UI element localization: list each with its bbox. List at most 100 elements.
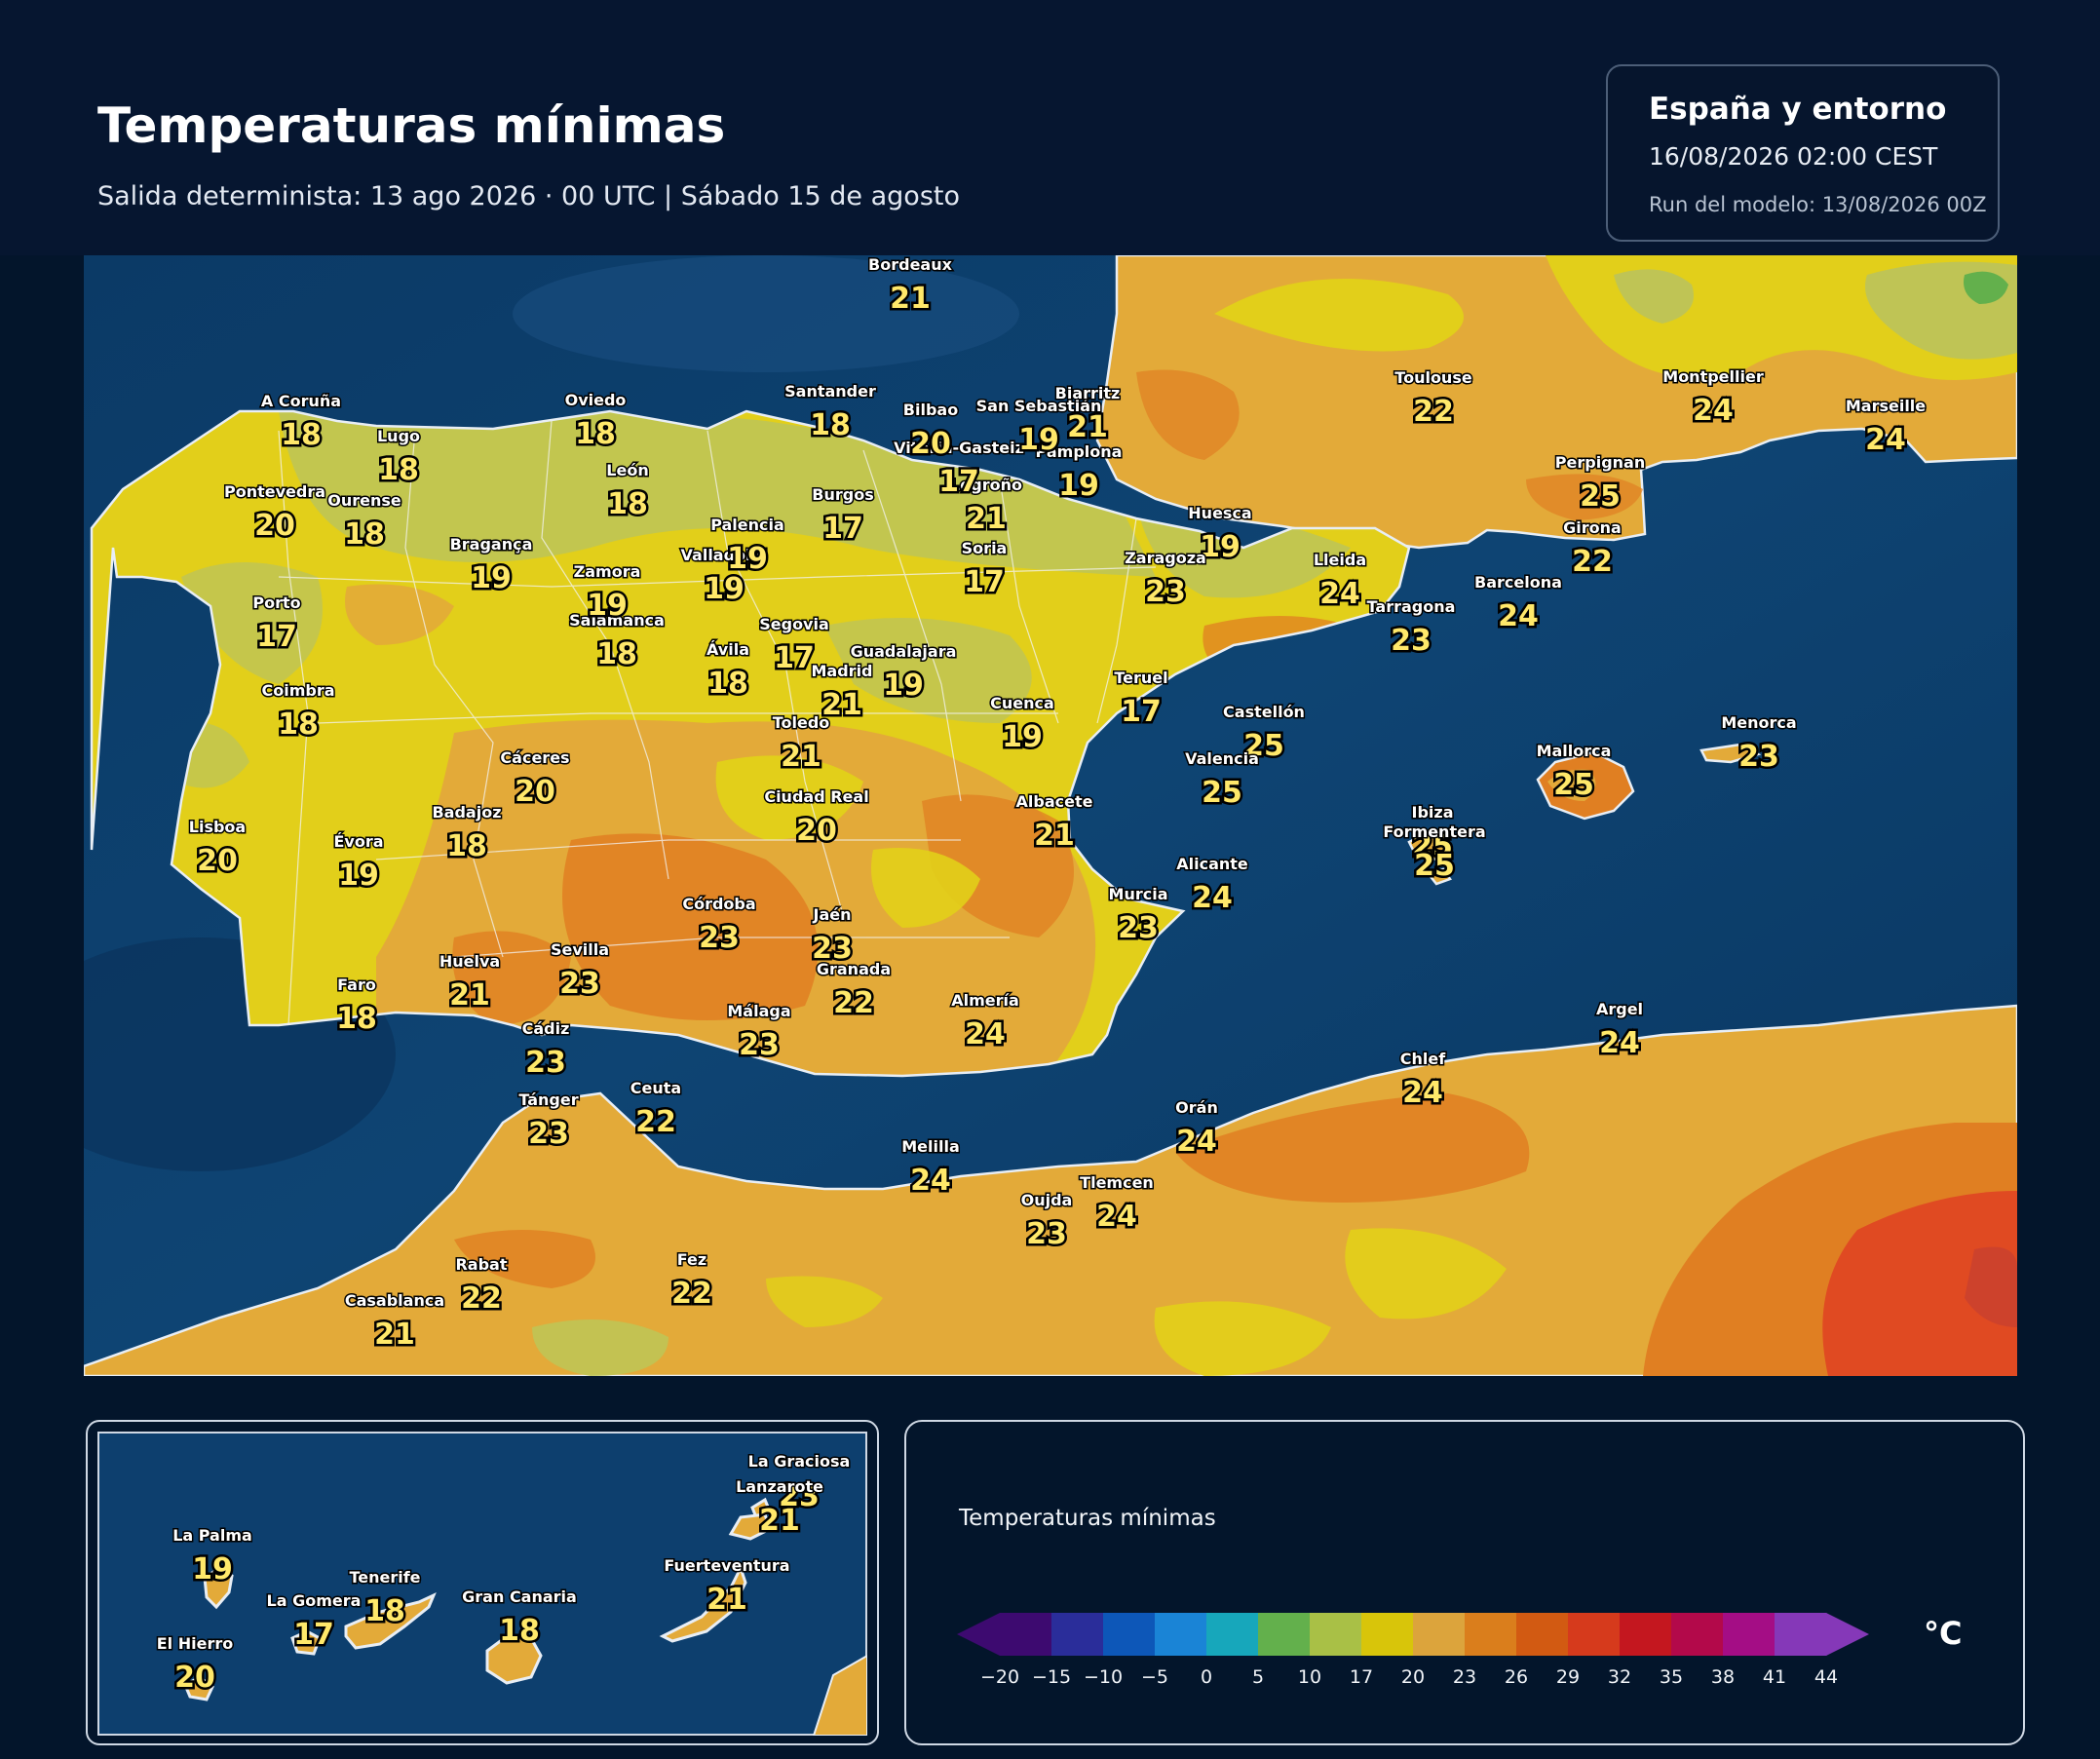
station-name: Cuenca <box>990 694 1054 712</box>
legend-tick-label: 20 <box>1401 1666 1425 1688</box>
station-value: 18 <box>336 1002 377 1036</box>
station-name: Biarritz <box>1055 384 1121 402</box>
station-value: 17 <box>256 620 297 654</box>
canary-islands-inset[interactable]: La Graciosa 23 Lanzarote 21 Fuerteventur… <box>86 1420 879 1745</box>
station-value: 23 <box>559 967 600 1001</box>
station-name: Fez <box>677 1250 706 1269</box>
station-name: Logroño <box>950 476 1022 494</box>
info-datetime: 16/08/2026 02:00 CEST <box>1649 142 1938 171</box>
station-value: 17 <box>774 641 815 675</box>
station-value: 24 <box>1402 1076 1443 1110</box>
station-value: 17 <box>1121 695 1162 729</box>
station-name: Rabat <box>455 1255 507 1274</box>
station-name: Santander <box>784 382 876 401</box>
station-name: Orán <box>1175 1098 1218 1117</box>
legend-swatch <box>1671 1613 1724 1656</box>
page-title: Temperaturas mínimas <box>97 97 726 154</box>
legend-swatch <box>1413 1613 1466 1656</box>
station-name: Mallorca <box>1537 742 1612 760</box>
station-value: 18 <box>499 1614 540 1648</box>
station-name: Cáceres <box>500 748 569 767</box>
station-value: 23 <box>1026 1217 1067 1251</box>
station-value: 21 <box>706 1583 747 1617</box>
station-name: Cádiz <box>522 1019 570 1038</box>
station-value: 21 <box>449 978 490 1013</box>
station-value: 19 <box>1200 530 1241 564</box>
station-name: Lleida <box>1314 551 1366 569</box>
station-name: Soria <box>962 539 1008 557</box>
station-name: Ourense <box>327 491 401 510</box>
station-value: 19 <box>587 589 628 623</box>
legend-swatches <box>957 1613 1869 1656</box>
station-value: 20 <box>197 844 238 878</box>
station-value: 24 <box>1192 881 1233 915</box>
station-value: 17 <box>822 512 863 546</box>
legend-swatch <box>1103 1613 1156 1656</box>
station-value: 23 <box>1118 911 1159 945</box>
station-value: 25 <box>1202 776 1242 810</box>
station-value: 22 <box>1413 395 1454 429</box>
station-name: Ceuta <box>630 1079 681 1097</box>
station-name: Formentera <box>1383 822 1485 841</box>
station-value: 24 <box>1176 1125 1217 1159</box>
station-value: 18 <box>707 667 748 701</box>
station-name: Argel <box>1596 1000 1643 1018</box>
main-map-canvas: Bordeaux 21 Toulouse 22 Montpellier 24 M… <box>84 255 2017 1376</box>
station-value: 22 <box>461 1281 502 1316</box>
station-value: 18 <box>281 418 322 452</box>
legend-swatch <box>1723 1613 1775 1656</box>
station-value: 21 <box>374 1318 415 1352</box>
station-value: 18 <box>810 408 851 442</box>
station-name: Perpignan <box>1555 453 1645 472</box>
legend-tick-label: −5 <box>1141 1666 1168 1688</box>
legend-ticks: −20 −15 −10 −5 0 5 10 17 20 23 26 29 32 35 38 41 44 <box>980 1666 1838 1688</box>
station-value: 22 <box>833 986 874 1020</box>
station-value: 23 <box>739 1028 780 1062</box>
station-value: 17 <box>964 565 1005 599</box>
station-name: Lanzarote <box>736 1477 823 1496</box>
station-value: 19 <box>192 1552 233 1587</box>
station-value: 18 <box>278 707 319 742</box>
station-name: Oujda <box>1021 1191 1073 1209</box>
station-name: Valladolid <box>681 546 768 564</box>
station-name: León <box>606 461 648 479</box>
legend-tick-label: 23 <box>1453 1666 1476 1688</box>
france-landmass <box>1095 255 2017 550</box>
station-name: Palencia <box>710 516 784 534</box>
iberia-landmass <box>90 409 1411 1078</box>
station-value: 24 <box>965 1017 1006 1052</box>
station-name: Valencia <box>1185 749 1259 768</box>
station-value: 24 <box>1319 577 1360 611</box>
station-name: Vitoria-Gasteiz <box>894 439 1024 457</box>
legend-swatch <box>1051 1613 1104 1656</box>
station-value: 23 <box>699 921 740 955</box>
station-value: 17 <box>293 1618 334 1652</box>
station-name: Zamora <box>574 562 641 581</box>
station-value: 24 <box>910 1164 951 1198</box>
station-name: Burgos <box>812 485 873 504</box>
legend-swatch <box>1465 1613 1517 1656</box>
station-name: Toulouse <box>1394 368 1472 387</box>
station-value: 21 <box>966 502 1007 536</box>
north-africa-landmass <box>84 1004 2017 1376</box>
station-value: 21 <box>821 688 862 722</box>
legend-swatch <box>1258 1613 1311 1656</box>
station-name: Oviedo <box>565 391 627 409</box>
station-name: Jaén <box>813 905 852 924</box>
station-value: 19 <box>704 572 745 606</box>
legend-swatch <box>1568 1613 1621 1656</box>
legend-swatch <box>1775 1613 1827 1656</box>
station-name: Granada <box>817 960 891 978</box>
station-value: 22 <box>671 1277 712 1311</box>
station-value: 18 <box>596 637 637 671</box>
legend-panel: Temperaturas mínimas −20 −15 −10 −5 0 5 10 17 20… <box>904 1420 2025 1745</box>
station-name: Huesca <box>1188 504 1251 522</box>
station-name: Tánger <box>518 1090 578 1109</box>
sea-shade <box>513 255 1019 372</box>
station-value: 19 <box>1058 469 1099 503</box>
africa-coast <box>812 1654 867 1736</box>
legend-swatch <box>1620 1613 1672 1656</box>
main-map[interactable]: Bordeaux 21 Toulouse 22 Montpellier 24 M… <box>84 255 2017 1376</box>
station-name: Huelva <box>439 952 500 971</box>
station-name: Madrid <box>812 662 873 680</box>
